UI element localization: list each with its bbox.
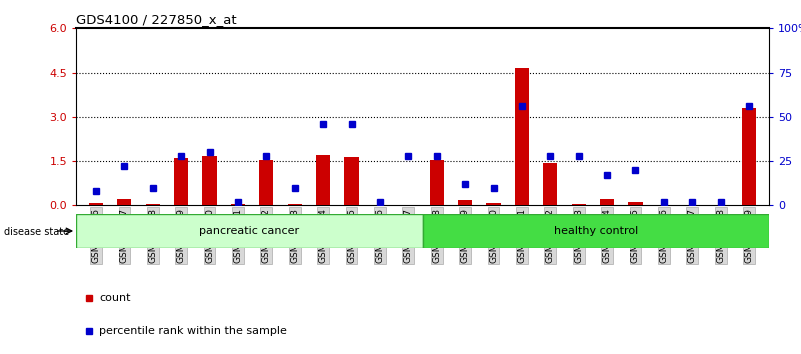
Bar [629, 202, 642, 205]
Bar [600, 199, 614, 205]
Bar [174, 158, 188, 205]
Text: healthy control: healthy control [553, 226, 638, 236]
Bar [429, 160, 444, 205]
Bar [458, 200, 473, 205]
Text: percentile rank within the sample: percentile rank within the sample [99, 326, 287, 336]
Bar [423, 214, 769, 248]
Bar [89, 203, 103, 205]
Text: count: count [99, 293, 131, 303]
Bar [344, 156, 359, 205]
Text: disease state: disease state [4, 227, 69, 237]
Bar [316, 155, 330, 205]
Bar [203, 156, 216, 205]
Bar [543, 162, 557, 205]
Bar [260, 160, 273, 205]
Bar [742, 108, 756, 205]
Bar [117, 199, 131, 205]
Bar [288, 204, 302, 205]
Text: pancreatic cancer: pancreatic cancer [199, 226, 300, 236]
Bar [486, 203, 501, 205]
Bar [515, 68, 529, 205]
Bar [572, 204, 586, 205]
Bar [76, 214, 423, 248]
Text: GDS4100 / 227850_x_at: GDS4100 / 227850_x_at [76, 13, 237, 26]
